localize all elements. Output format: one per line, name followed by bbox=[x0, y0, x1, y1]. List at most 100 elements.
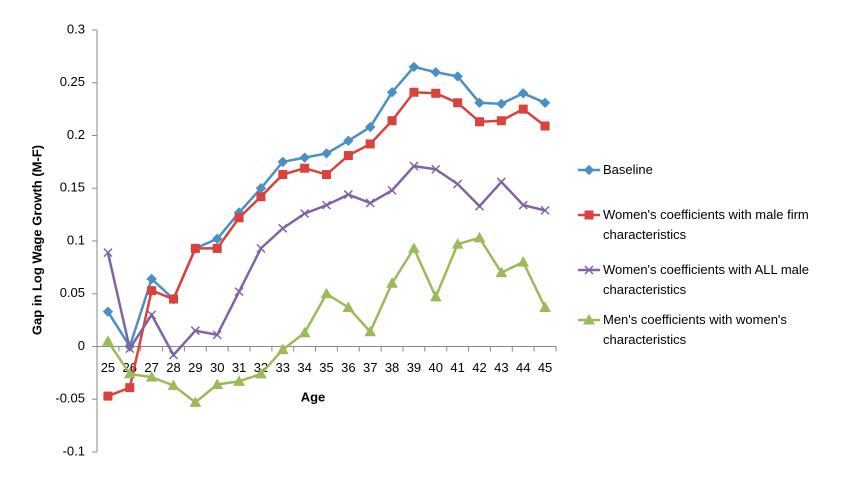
x-tick-label: 36 bbox=[341, 360, 355, 375]
marker bbox=[300, 209, 310, 219]
series-line bbox=[106, 164, 546, 358]
marker bbox=[190, 243, 200, 253]
marker bbox=[409, 87, 419, 97]
x-tick-label: 29 bbox=[188, 360, 202, 375]
marker bbox=[146, 273, 157, 285]
x-tick-label: 34 bbox=[297, 360, 311, 375]
marker bbox=[234, 213, 244, 223]
marker bbox=[103, 248, 113, 258]
x-tick-label: 40 bbox=[429, 360, 443, 375]
marker bbox=[168, 350, 179, 360]
x-tick-label: 33 bbox=[276, 360, 290, 375]
marker bbox=[583, 313, 595, 325]
marker bbox=[147, 310, 157, 320]
x-tick-label: 41 bbox=[450, 360, 464, 375]
marker bbox=[342, 301, 355, 312]
marker bbox=[102, 335, 114, 346]
marker bbox=[496, 98, 507, 110]
y-tick-label: 0 bbox=[78, 338, 85, 353]
marker bbox=[321, 148, 332, 159]
marker bbox=[189, 396, 202, 407]
marker bbox=[278, 223, 288, 233]
x-tick-label: 35 bbox=[319, 360, 333, 375]
marker bbox=[408, 242, 420, 253]
marker bbox=[473, 231, 486, 243]
marker bbox=[123, 367, 136, 379]
marker bbox=[211, 378, 224, 389]
marker bbox=[386, 87, 398, 98]
marker bbox=[212, 243, 222, 253]
marker bbox=[496, 116, 506, 126]
marker bbox=[212, 330, 222, 340]
legend-label: Women's coefficients with male firm char… bbox=[603, 207, 809, 242]
marker bbox=[321, 200, 332, 210]
y-axis-title: Gap in Log Wage Growth (M-F) bbox=[29, 145, 44, 335]
marker bbox=[475, 117, 484, 127]
marker bbox=[299, 152, 310, 163]
x-axis-title: Age bbox=[301, 389, 326, 404]
x-tick-label: 45 bbox=[538, 360, 552, 375]
marker bbox=[256, 243, 266, 253]
marker bbox=[584, 265, 594, 275]
marker bbox=[540, 205, 550, 215]
y-tick-label: 0.25 bbox=[60, 74, 85, 89]
marker bbox=[147, 286, 157, 296]
legend-label: Baseline bbox=[603, 162, 653, 177]
marker bbox=[145, 371, 158, 382]
marker bbox=[300, 163, 310, 173]
y-tick-label: 0.05 bbox=[60, 285, 85, 300]
marker bbox=[167, 379, 180, 391]
marker bbox=[474, 201, 485, 211]
marker bbox=[518, 200, 528, 210]
marker bbox=[233, 375, 245, 386]
marker bbox=[540, 121, 550, 131]
x-tick-label: 38 bbox=[385, 360, 399, 375]
marker bbox=[518, 104, 528, 114]
x-tick-label: 28 bbox=[166, 360, 180, 375]
marker bbox=[365, 121, 376, 133]
marker bbox=[277, 156, 288, 168]
marker bbox=[102, 306, 114, 317]
marker bbox=[322, 170, 331, 180]
marker bbox=[453, 98, 463, 108]
marker bbox=[431, 88, 441, 98]
y-tick-label: 0.3 bbox=[67, 21, 85, 36]
marker bbox=[365, 139, 375, 149]
marker bbox=[125, 383, 135, 393]
y-tick-label: -0.1 bbox=[63, 443, 85, 458]
marker bbox=[125, 344, 135, 354]
legend-label: Men's coefficients with women's characte… bbox=[603, 312, 787, 347]
x-tick-label: 43 bbox=[494, 360, 508, 375]
marker bbox=[343, 151, 353, 161]
marker bbox=[343, 135, 354, 146]
x-tick-label: 31 bbox=[232, 360, 246, 375]
marker bbox=[103, 391, 113, 401]
marker bbox=[278, 170, 288, 180]
marker bbox=[452, 71, 463, 82]
y-tick-label: 0.15 bbox=[60, 180, 85, 195]
x-tick-label: 44 bbox=[516, 360, 530, 375]
marker bbox=[365, 198, 375, 208]
marker bbox=[255, 367, 267, 379]
marker bbox=[430, 66, 441, 78]
marker bbox=[234, 287, 244, 297]
marker bbox=[387, 185, 397, 195]
marker bbox=[276, 343, 289, 355]
marker bbox=[320, 287, 333, 299]
marker bbox=[583, 164, 595, 176]
x-tick-label: 25 bbox=[101, 360, 115, 375]
marker bbox=[256, 192, 266, 202]
marker bbox=[496, 177, 506, 187]
y-tick-label: 0.2 bbox=[67, 127, 85, 142]
series-line bbox=[106, 236, 547, 405]
marker bbox=[518, 88, 529, 99]
marker bbox=[298, 326, 311, 338]
legend-label: Women's coefficients with ALL male chara… bbox=[603, 262, 810, 297]
marker bbox=[169, 294, 178, 304]
marker bbox=[517, 256, 530, 267]
marker bbox=[343, 190, 353, 200]
y-tick-label: 0.1 bbox=[67, 232, 85, 247]
marker bbox=[386, 277, 398, 288]
